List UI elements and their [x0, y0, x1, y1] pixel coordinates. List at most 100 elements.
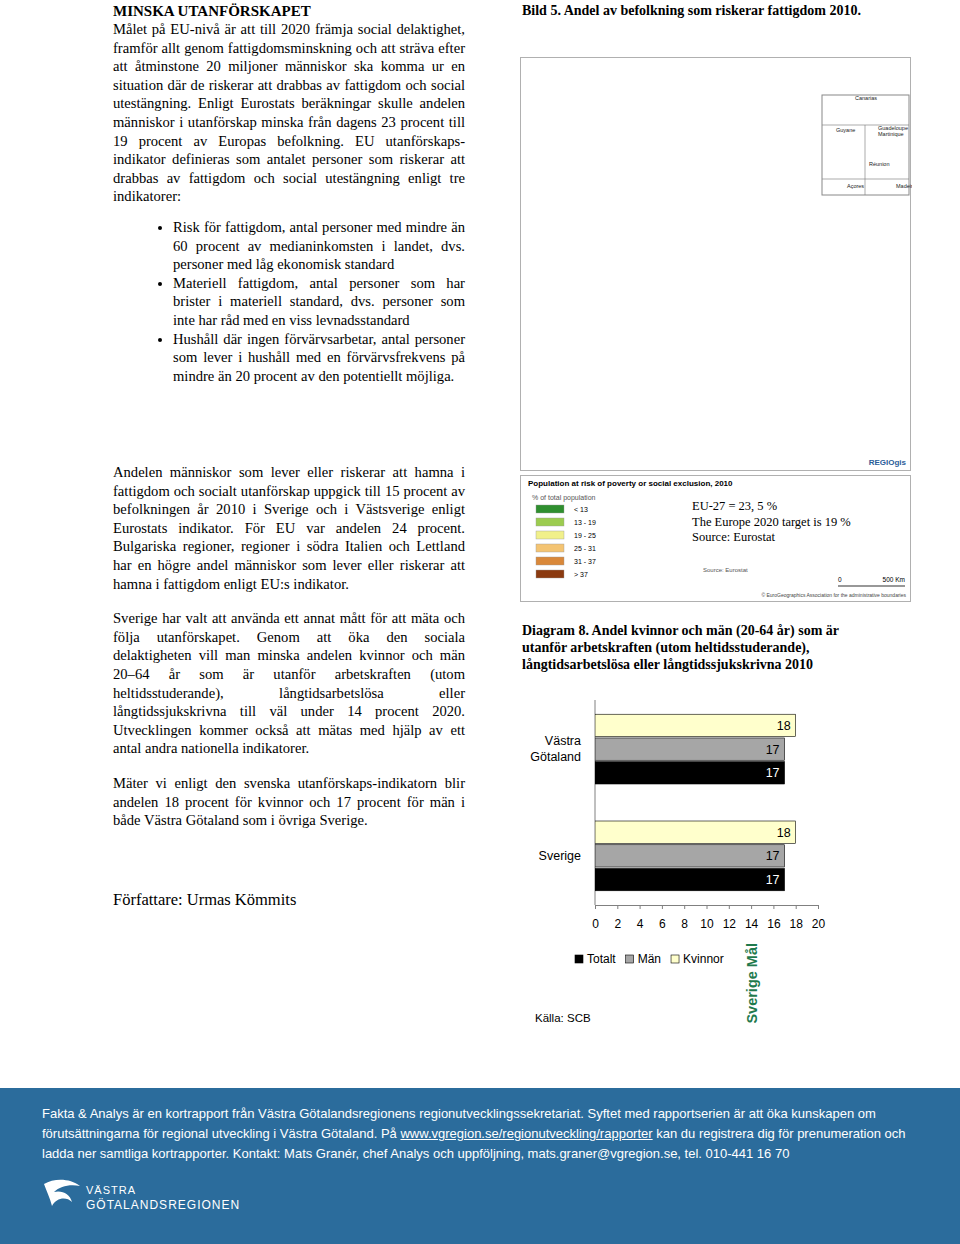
paragraph: Sverige har valt att använda ett annat m… — [113, 609, 465, 758]
x-tick: 10 — [700, 905, 714, 931]
legend-label: Kvinnor — [683, 952, 724, 966]
legend-swatch — [575, 955, 583, 963]
inset-label: GuadeloupeMartinique — [878, 125, 908, 137]
tick-label: 2 — [614, 917, 621, 931]
x-axis: 0 2 4 6 8 10 12 14 16 18 20 — [592, 905, 825, 931]
data-label: 18 — [777, 826, 791, 840]
map-legend: Population at risk of poverty or social … — [520, 475, 912, 603]
chart-source: Källa: SCB — [535, 1012, 591, 1024]
logo-text: GÖTALANDSREGIONEN — [86, 1198, 240, 1212]
bar — [595, 821, 796, 843]
map-note: EU-27 = 23, 5 % — [692, 499, 777, 513]
legend-swatch — [671, 955, 679, 963]
inset-divider — [865, 125, 866, 195]
tick-label: 16 — [767, 917, 781, 931]
bar — [595, 762, 785, 784]
scale-bar — [838, 585, 905, 586]
tick-label: 20 — [812, 917, 826, 931]
inset-label: Guyane — [836, 127, 855, 133]
inset-label: Canarias — [855, 95, 877, 101]
legend-label: Män — [638, 952, 661, 966]
bar — [595, 714, 796, 736]
legend-swatch — [536, 570, 564, 578]
legend-label: > 37 — [574, 571, 588, 578]
bar — [595, 868, 785, 890]
tick-label: 12 — [723, 917, 737, 931]
data-label: 17 — [766, 849, 780, 863]
map: Canarias Guyane GuadeloupeMartinique Réunio… — [520, 57, 912, 472]
legend-title: Population at risk of poverty or social … — [528, 479, 733, 488]
legend-swatch — [626, 955, 634, 963]
legend-swatch — [536, 531, 564, 539]
tick-label: 6 — [659, 917, 666, 931]
map-credit: REGIOgis — [869, 458, 907, 467]
inset-frame — [822, 95, 909, 195]
tick-mark — [707, 905, 708, 909]
tick-mark — [796, 905, 797, 909]
bullet-item: Materiell fattigdom, antal personer som … — [173, 274, 465, 330]
footer-text: Fakta & Analys är en kortrapport från Vä… — [42, 1104, 932, 1164]
legend-label: 13 - 19 — [574, 519, 596, 526]
legend-swatch — [536, 557, 564, 565]
tick-label: 8 — [681, 917, 688, 931]
data-label: 17 — [766, 873, 780, 887]
footer-link[interactable]: www.vgregion.se/regionutveckling/rapport… — [400, 1126, 652, 1141]
x-tick: 18 — [790, 905, 804, 931]
paragraph: Andelen människor som lever eller risker… — [113, 463, 465, 593]
x-tick: 4 — [637, 905, 644, 931]
scale-label: 0 — [838, 576, 842, 583]
map-copyright: © EuroGeographics Association for the ad… — [761, 592, 906, 598]
legend-frame — [521, 476, 911, 602]
bar — [595, 845, 785, 867]
data-label: 18 — [777, 719, 791, 733]
legend-label: 25 - 31 — [574, 545, 596, 552]
x-tick: 0 — [592, 905, 599, 931]
logo-text: VÄSTRA — [86, 1184, 136, 1196]
tick-label: 18 — [790, 917, 804, 931]
bullet-item: Hushåll där ingen förvärvsarbetar, antal… — [173, 330, 465, 386]
tick-label: 0 — [592, 917, 599, 931]
legend-label: 31 - 37 — [574, 558, 596, 565]
legend-swatch — [536, 518, 564, 526]
tick-mark — [595, 905, 596, 909]
map-frame — [521, 58, 911, 471]
paragraph: Mäter vi enligt den svenska utanförskaps… — [113, 774, 465, 830]
paragraph: Målet på EU-nivå är att till 2020 främja… — [113, 20, 465, 206]
legend-subtitle: % of total population — [532, 494, 596, 502]
map-note: Source: Eurostat — [692, 530, 775, 544]
x-tick: 16 — [767, 905, 781, 931]
map-note: The Europe 2020 target is 19 % — [692, 515, 851, 529]
tick-label: 4 — [637, 917, 644, 931]
inset-divider — [822, 179, 909, 180]
x-tick: 8 — [681, 905, 688, 931]
tick-mark — [662, 905, 663, 909]
x-tick: 6 — [659, 905, 666, 931]
inset-label: Açores — [847, 183, 864, 189]
tick-mark — [684, 905, 685, 909]
bars — [595, 714, 796, 891]
inset-label: Madeira — [896, 183, 912, 189]
tick-mark — [617, 905, 618, 909]
tick-label: 10 — [700, 917, 714, 931]
text-column: MINSKA UTANFÖRSKAPETMålet på EU-nivå är … — [113, 2, 465, 385]
inset-label: Réunion — [869, 161, 890, 167]
logo: VÄSTRA GÖTALANDSREGIONEN — [40, 1176, 260, 1226]
category-label: Sverige — [539, 849, 581, 863]
tick-mark — [818, 905, 819, 909]
data-label: 17 — [766, 766, 780, 780]
tick-label: 14 — [745, 917, 759, 931]
data-label: 17 — [766, 743, 780, 757]
annotation: Sverige Mål — [744, 943, 760, 1024]
x-tick: 12 — [723, 905, 737, 931]
x-axis-line — [596, 906, 819, 910]
legend-swatch — [536, 544, 564, 552]
x-tick: 20 — [812, 905, 826, 931]
text-column: Andelen människor som lever eller risker… — [113, 463, 465, 846]
bar — [595, 738, 785, 760]
author: Författare: Urmas Kömmits — [113, 890, 296, 910]
tick-mark — [773, 905, 774, 909]
tick-mark — [751, 905, 752, 909]
bullet-item: Risk för fattigdom, antal personer med m… — [173, 218, 465, 274]
scale-label: 500 Km — [883, 576, 905, 583]
chart: 02468101214161820VästraGötalandSverige17… — [500, 690, 840, 1035]
